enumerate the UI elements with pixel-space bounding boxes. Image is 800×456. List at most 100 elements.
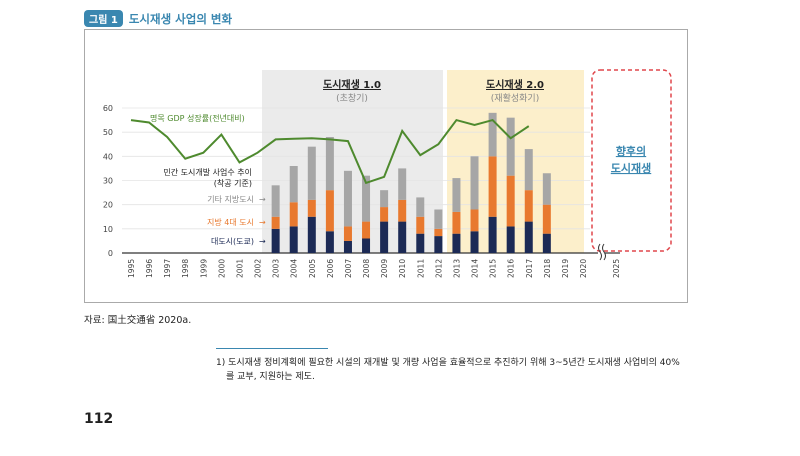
bar-2010-series-0 xyxy=(398,221,407,253)
bar-2009-series-0 xyxy=(380,221,389,253)
y-tick-label: 40 xyxy=(103,152,113,161)
x-tick-label: 2013 xyxy=(452,259,461,278)
footnote: 1) 도시재생 정비계획에 필요한 시설의 재개발 및 개량 사업을 효율적으로… xyxy=(216,356,680,384)
figure-header: 그림 1 도시재생 사업의 변화 xyxy=(84,10,232,27)
bar-2004-series-1 xyxy=(289,202,298,227)
bar-2016-series-0 xyxy=(506,226,515,253)
bar-2005-series-1 xyxy=(307,199,316,217)
period-1-subtitle: (초창기) xyxy=(336,93,368,104)
y-tick-label: 50 xyxy=(103,128,113,137)
bar-2003-series-2 xyxy=(271,185,280,217)
y-tick-label: 60 xyxy=(103,104,113,113)
x-tick-label: 2011 xyxy=(416,259,425,278)
bar-2016-series-1 xyxy=(506,175,515,227)
bar-title: 민간 도시개발 사업수 추이 xyxy=(163,167,252,177)
bar-2011-series-0 xyxy=(416,233,425,253)
y-tick-label: 20 xyxy=(103,201,113,210)
x-tick-label: 2007 xyxy=(344,259,353,278)
x-tick-label: 2004 xyxy=(290,259,299,278)
bar-2007-series-1 xyxy=(343,226,352,241)
bar-2008-series-2 xyxy=(362,175,371,222)
legend-2: 기타 지방도시 xyxy=(207,194,254,204)
bar-2010-series-2 xyxy=(398,168,407,200)
x-tick-label: 2019 xyxy=(561,259,570,278)
bar-2008-series-0 xyxy=(362,238,371,253)
bar-2015-series-1 xyxy=(488,156,497,217)
y-tick-label: 0 xyxy=(108,249,113,258)
footnote-line-1: 1) 도시재생 정비계획에 필요한 시설의 재개발 및 개량 사업을 효율적으로… xyxy=(216,358,680,368)
period-2-subtitle: (재활성화기) xyxy=(491,92,539,104)
x-tick-label: 2002 xyxy=(254,259,263,278)
bar-2012-series-0 xyxy=(434,236,443,253)
figure-title: 도시재생 사업의 변화 xyxy=(128,11,233,26)
x-tick-label: 2015 xyxy=(489,259,498,278)
x-tick-label: 2012 xyxy=(434,259,443,278)
future-label-2: 도시재생 xyxy=(611,161,651,175)
x-tick-label: 2000 xyxy=(217,259,226,278)
figure-badge: 그림 1 xyxy=(84,10,123,27)
x-tick-label: 2010 xyxy=(398,259,407,278)
bar-2017-series-0 xyxy=(524,221,533,253)
x-tick-label: 2016 xyxy=(507,259,516,278)
bar-2013-series-1 xyxy=(452,211,461,234)
bar-2006-series-2 xyxy=(325,137,334,191)
bar-2018-series-0 xyxy=(542,233,551,253)
bar-2013-series-2 xyxy=(452,178,461,212)
future-box xyxy=(591,69,672,252)
bar-2013-series-0 xyxy=(452,233,461,253)
footnote-line-2: 를 교부, 지원하는 제도. xyxy=(226,372,315,382)
bar-2003-series-0 xyxy=(271,228,280,253)
bar-subtitle: (착공 기준) xyxy=(214,179,252,188)
bar-2009-series-2 xyxy=(380,190,389,208)
bar-2008-series-1 xyxy=(362,221,371,239)
legend-arrow-icon: → xyxy=(259,237,266,246)
bar-2005-series-2 xyxy=(307,146,316,200)
bar-2007-series-0 xyxy=(343,240,352,253)
period-2-title: 도시재생 2.0 xyxy=(486,78,544,91)
x-tick-label: 1997 xyxy=(163,259,172,278)
bar-2006-series-0 xyxy=(325,231,334,253)
x-tick-label: 2008 xyxy=(362,259,371,278)
y-tick-label: 10 xyxy=(103,225,113,234)
x-tick-label: 2003 xyxy=(272,259,281,278)
bar-2012-series-2 xyxy=(434,209,443,229)
bar-2005-series-0 xyxy=(307,216,316,253)
legend-1: 지방 4대 도시 xyxy=(207,217,254,227)
x-tick-label: 2005 xyxy=(308,259,317,278)
bar-2014-series-2 xyxy=(470,156,479,210)
bar-2014-series-0 xyxy=(470,231,479,253)
bar-2018-series-2 xyxy=(542,173,551,205)
page-number: 112 xyxy=(84,411,114,427)
x-tick-label: 1996 xyxy=(145,259,154,278)
bar-2015-series-2 xyxy=(488,112,497,157)
bar-2007-series-2 xyxy=(343,170,352,227)
bar-2009-series-1 xyxy=(380,207,389,222)
x-tick-label: 1998 xyxy=(181,259,190,278)
legend-arrow-icon: → xyxy=(259,218,266,227)
axis-break-icon xyxy=(598,243,606,261)
period-2-shade xyxy=(447,70,584,253)
bar-2012-series-1 xyxy=(434,228,443,237)
x-tick-label: 2018 xyxy=(543,259,552,278)
gdp-line-label: 명목 GDP 성장률(전년대비) xyxy=(150,113,245,123)
legend-arrow-icon: → xyxy=(259,195,266,204)
x-tick-label: 2009 xyxy=(380,259,389,278)
x-tick-label: 2006 xyxy=(326,259,335,278)
bar-2011-series-2 xyxy=(416,197,425,217)
chart-frame xyxy=(84,29,688,303)
bar-2014-series-1 xyxy=(470,209,479,232)
bar-2006-series-1 xyxy=(325,190,334,232)
y-tick-label: 30 xyxy=(103,177,113,186)
bar-2003-series-1 xyxy=(271,216,280,229)
bar-2004-series-2 xyxy=(289,166,298,203)
bar-2010-series-1 xyxy=(398,199,407,222)
footnote-divider xyxy=(216,348,328,349)
x-tick-label: 2020 xyxy=(579,259,588,278)
bar-2004-series-0 xyxy=(289,226,298,253)
bar-2018-series-1 xyxy=(542,204,551,234)
legend-0: 대도시(도쿄) xyxy=(211,237,254,246)
future-label-1: 향후의 xyxy=(616,144,646,158)
bar-2015-series-0 xyxy=(488,216,497,253)
x-tick-label: 2017 xyxy=(525,259,534,278)
